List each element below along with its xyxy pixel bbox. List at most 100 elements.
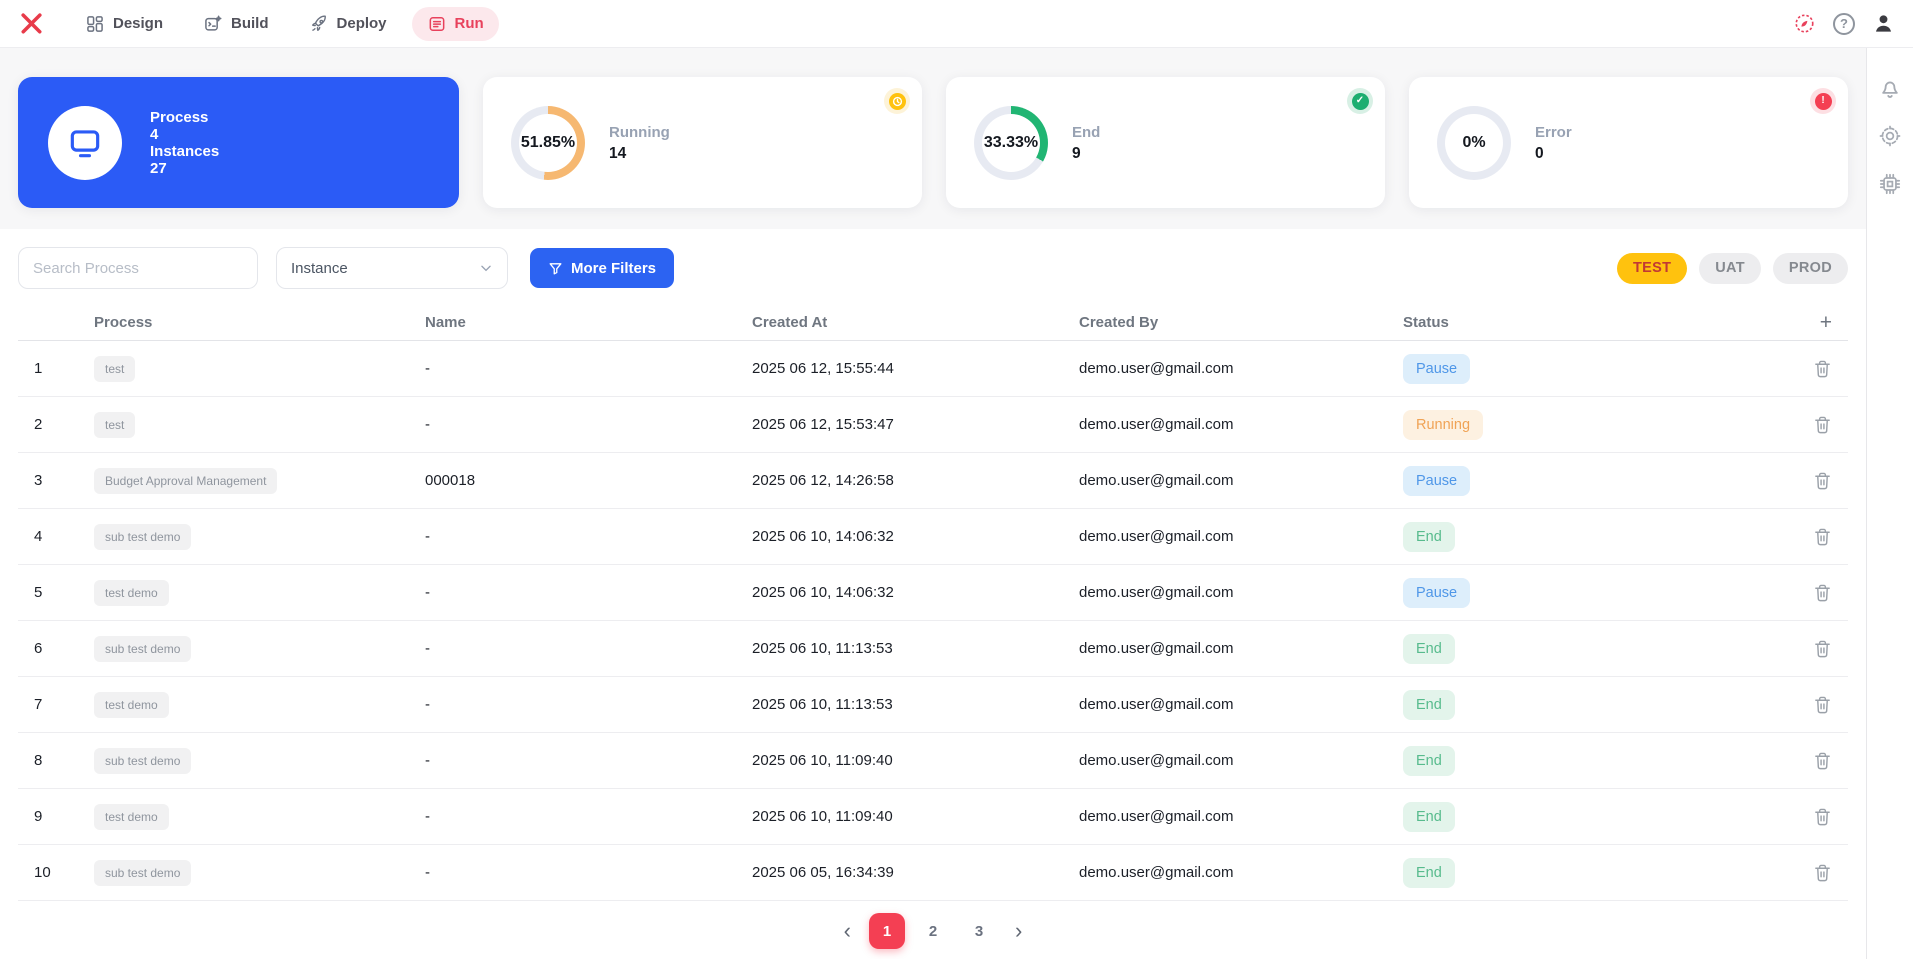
- row-created-by: demo.user@gmail.com: [1079, 696, 1234, 713]
- process-pill: Budget Approval Management: [94, 467, 278, 494]
- instances-label: Instances: [150, 142, 220, 160]
- status-badge: End: [1403, 633, 1455, 664]
- table-row: 7 test demo - 2025 06 10, 11:13:53 demo.…: [18, 677, 1848, 733]
- notifications-bell-icon[interactable]: [1876, 74, 1904, 102]
- status-badge: End: [1403, 689, 1455, 720]
- search-process-input[interactable]: [18, 247, 258, 289]
- chip-icon[interactable]: [1876, 170, 1904, 198]
- process-card-title: Process: [150, 108, 209, 126]
- nav-item-run[interactable]: Run: [411, 6, 499, 41]
- nav-item-build[interactable]: Build: [188, 7, 284, 41]
- usage-meter-icon[interactable]: [1793, 12, 1816, 35]
- help-icon[interactable]: ?: [1833, 12, 1855, 35]
- status-badge: End: [1403, 801, 1455, 832]
- trash-icon: [1813, 415, 1832, 435]
- status-badge: Pause: [1403, 465, 1471, 496]
- build-icon: [203, 14, 223, 34]
- error-label: Error: [1535, 123, 1572, 141]
- instance-select-value: Instance: [291, 259, 348, 277]
- previous-page-button[interactable]: ‹: [836, 920, 859, 942]
- end-label: End: [1072, 123, 1101, 141]
- end-stat-card: ✓ 33.33% End 9: [946, 77, 1385, 208]
- running-count: 14: [609, 144, 627, 162]
- delete-row-button[interactable]: [1811, 693, 1834, 717]
- env-pill-uat[interactable]: UAT: [1699, 252, 1761, 284]
- next-page-button[interactable]: ›: [1007, 920, 1030, 942]
- brand-logo-icon[interactable]: [18, 11, 44, 37]
- add-column-button[interactable]: +: [1788, 312, 1848, 333]
- delete-row-button[interactable]: [1811, 357, 1834, 381]
- end-percent: 33.33%: [983, 133, 1039, 151]
- more-filters-button[interactable]: More Filters: [530, 248, 675, 288]
- env-pill-prod[interactable]: PROD: [1772, 252, 1848, 284]
- delete-row-button[interactable]: [1811, 749, 1834, 773]
- process-summary-card[interactable]: Process 4 Instances 27: [18, 77, 459, 208]
- process-pill: sub test demo: [94, 747, 192, 774]
- trash-icon: [1813, 807, 1832, 827]
- page-button-2[interactable]: 2: [915, 913, 951, 949]
- row-created-at: 2025 06 10, 11:09:40: [752, 808, 893, 825]
- row-number: 2: [34, 416, 43, 433]
- process-pill: sub test demo: [94, 635, 192, 662]
- table-body: 1 test - 2025 06 12, 15:55:44 demo.user@…: [18, 341, 1848, 901]
- table-row: 10 sub test demo - 2025 06 05, 16:34:39 …: [18, 845, 1848, 901]
- main-content: Process 4 Instances 27 51.85%: [0, 48, 1866, 959]
- row-number: 5: [34, 584, 43, 601]
- delete-row-button[interactable]: [1811, 805, 1834, 829]
- row-created-by: demo.user@gmail.com: [1079, 752, 1234, 769]
- col-header-created-at: Created At: [752, 314, 828, 331]
- table-row: 6 sub test demo - 2025 06 10, 11:13:53 d…: [18, 621, 1848, 677]
- row-number: 6: [34, 640, 43, 657]
- trash-icon: [1813, 695, 1832, 715]
- trash-icon: [1813, 751, 1832, 771]
- error-stat-card: ! 0% Error 0: [1409, 77, 1848, 208]
- environment-toggle-group: TEST UAT PROD: [1617, 252, 1848, 284]
- row-created-at: 2025 06 10, 14:06:32: [752, 584, 894, 601]
- nav-item-label: Design: [113, 15, 164, 32]
- row-name: -: [425, 696, 430, 713]
- row-created-by: demo.user@gmail.com: [1079, 360, 1234, 377]
- table-row: 5 test demo - 2025 06 10, 14:06:32 demo.…: [18, 565, 1848, 621]
- chevron-down-icon: [479, 261, 493, 275]
- nav-item-label: Deploy: [336, 15, 387, 32]
- status-badge: Running: [1403, 409, 1484, 440]
- process-pill: test demo: [94, 803, 169, 830]
- delete-row-button[interactable]: [1811, 469, 1834, 493]
- row-created-by: demo.user@gmail.com: [1079, 528, 1234, 545]
- instances-table: Process Name Created At Created By Statu…: [18, 305, 1848, 901]
- page-button-3[interactable]: 3: [961, 913, 997, 949]
- nav-item-deploy[interactable]: Deploy: [294, 7, 402, 41]
- user-avatar-icon[interactable]: [1872, 12, 1895, 35]
- env-pill-test[interactable]: TEST: [1617, 252, 1688, 284]
- row-name: -: [425, 752, 430, 769]
- col-header-created-by: Created By: [1079, 314, 1159, 331]
- delete-row-button[interactable]: [1811, 413, 1834, 437]
- instance-select[interactable]: Instance: [276, 247, 508, 289]
- delete-row-button[interactable]: [1811, 581, 1834, 605]
- status-badge: Pause: [1403, 577, 1471, 608]
- trash-icon: [1813, 583, 1832, 603]
- delete-row-button[interactable]: [1811, 861, 1834, 885]
- right-rail: [1866, 48, 1913, 959]
- error-progress-ring: 0%: [1437, 105, 1511, 180]
- pagination: ‹ 1 2 3 ›: [18, 913, 1848, 949]
- row-name: 000018: [425, 472, 476, 489]
- status-badge: Pause: [1403, 353, 1471, 384]
- row-created-by: demo.user@gmail.com: [1079, 808, 1234, 825]
- delete-row-button[interactable]: [1811, 637, 1834, 661]
- table-row: 1 test - 2025 06 12, 15:55:44 demo.user@…: [18, 341, 1848, 397]
- nav-item-design[interactable]: Design: [70, 7, 178, 41]
- funnel-icon: [548, 261, 563, 276]
- row-created-at: 2025 06 10, 11:13:53: [752, 640, 893, 657]
- row-name: -: [425, 808, 430, 825]
- status-badge: End: [1403, 857, 1455, 888]
- page-button-1[interactable]: 1: [869, 913, 905, 949]
- row-name: -: [425, 528, 430, 545]
- row-number: 3: [34, 472, 43, 489]
- row-number: 1: [34, 360, 43, 377]
- settings-gear-icon[interactable]: [1876, 122, 1904, 150]
- row-number: 10: [34, 864, 51, 881]
- nav-item-label: Run: [454, 15, 484, 32]
- row-created-at: 2025 06 12, 14:26:58: [752, 472, 894, 489]
- delete-row-button[interactable]: [1811, 525, 1834, 549]
